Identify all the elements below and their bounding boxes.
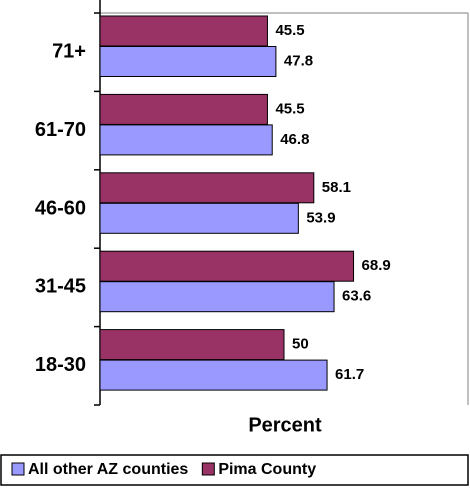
legend-label: Pima County (218, 461, 316, 478)
value-label: 45.5 (275, 100, 304, 117)
y-tick-label: 31-45 (35, 276, 86, 298)
bar (99, 250, 355, 282)
bar (99, 329, 285, 361)
bar (99, 202, 299, 234)
x-axis-label: Percent (248, 414, 322, 436)
bar (99, 15, 268, 47)
legend-swatch (201, 462, 215, 476)
value-label: 63.6 (342, 288, 371, 305)
y-tick-label: 18-30 (35, 354, 86, 376)
value-label: 58.1 (322, 179, 351, 196)
bar (99, 172, 315, 204)
bar (99, 359, 328, 391)
value-label: 46.8 (280, 131, 309, 148)
legend-swatch (11, 462, 25, 476)
value-label: 47.8 (284, 52, 313, 69)
value-label: 68.9 (362, 257, 391, 274)
legend-box (0, 454, 469, 486)
y-tick-label: 71+ (52, 40, 86, 62)
bar (99, 124, 273, 156)
value-label: 61.7 (335, 366, 364, 383)
bar (99, 46, 277, 77)
value-label: 45.5 (275, 22, 304, 39)
y-tick-label: 61-70 (35, 119, 86, 141)
y-tick-label: 46-60 (35, 197, 86, 219)
bar (99, 281, 335, 313)
legend-label: All other AZ counties (28, 461, 188, 478)
bar (99, 93, 268, 125)
value-label: 50 (292, 336, 309, 353)
value-label: 53.9 (306, 209, 335, 226)
